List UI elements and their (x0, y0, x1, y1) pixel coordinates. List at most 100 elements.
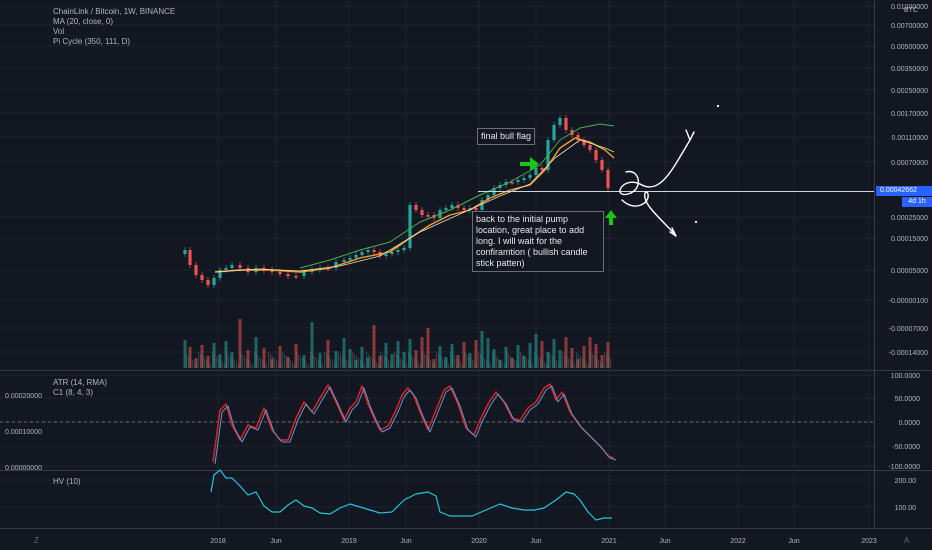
legend-hv[interactable]: HV (10) (53, 477, 81, 486)
volume-bar (464, 352, 466, 368)
volume-bar (256, 354, 258, 368)
candle-body (552, 125, 556, 140)
volume-bar (188, 356, 190, 368)
volume-bar (226, 352, 228, 368)
volume-bar (250, 362, 252, 368)
legend-vol[interactable]: Vol (53, 27, 65, 36)
volume-bars (183, 319, 612, 368)
volume-bar (544, 362, 546, 368)
atr-right-label: 100.0000 (891, 373, 920, 380)
candle-body (594, 150, 598, 160)
volume-bar (442, 358, 444, 368)
candle-body (426, 215, 430, 217)
volume-bar (312, 354, 314, 368)
annotation-note[interactable]: back to the initial pump location, great… (472, 211, 604, 272)
legend-ma[interactable]: MA (20, close, 0) (53, 17, 114, 26)
price-axis-label: 0.00015000 (891, 236, 928, 243)
volume-bar (342, 356, 344, 368)
volume-bar (534, 352, 536, 368)
price-axis-label: 0.00350000 (891, 66, 928, 73)
volume-bar (352, 352, 354, 368)
volume-bar (606, 354, 608, 368)
volume-bar (400, 358, 402, 368)
drawn-dot (694, 220, 698, 224)
candle-body (194, 265, 198, 275)
candle-body (183, 250, 187, 254)
volume-bar (600, 355, 604, 368)
candle-body (224, 268, 228, 270)
volume-bar (296, 352, 298, 368)
volume-bar (410, 354, 412, 368)
candle-body (450, 205, 454, 208)
volume-bar (414, 350, 418, 368)
legend-c1[interactable]: C1 (8, 4, 3) (53, 388, 94, 397)
volume-bar (528, 343, 532, 368)
volume-bar (522, 354, 524, 368)
green-arrow-up (605, 210, 617, 225)
volume-bar (478, 352, 480, 368)
legend-pi-cycle[interactable]: Pi Cycle (350, 111, D) (53, 37, 131, 46)
volume-bar (238, 364, 240, 368)
volume-bar (244, 356, 246, 368)
volume-bar (310, 322, 314, 368)
candle-body (528, 175, 532, 178)
volume-bar (224, 341, 228, 368)
volume-bar (496, 356, 498, 368)
price-axis-label: 0.00700000 (891, 23, 928, 30)
volume-bar (224, 364, 226, 368)
volume-bar (218, 354, 222, 368)
annotation-final-bull-flag[interactable]: final bull flag (477, 128, 536, 145)
volume-bar (270, 359, 274, 368)
volume-bar (474, 340, 478, 368)
volume-bar (588, 337, 592, 368)
volume-bar (360, 347, 364, 368)
volume-bar (254, 337, 258, 368)
volume-bar (278, 362, 280, 368)
candle-body (444, 208, 448, 210)
volume-bar (564, 337, 568, 368)
volume-bar (358, 358, 360, 368)
volume-bar (236, 362, 238, 368)
candle-body (510, 182, 514, 184)
volume-bar (528, 360, 530, 368)
candle-body (230, 265, 234, 268)
volume-bar (310, 352, 312, 368)
auto-scale-icon[interactable]: A (904, 536, 910, 545)
volume-bar (560, 364, 562, 368)
volume-bar (586, 362, 588, 368)
atr-right-label: 50.0000 (895, 396, 920, 403)
volume-bar (286, 357, 290, 368)
volume-bar (424, 354, 426, 368)
legend-symbol[interactable]: ChainLink / Bitcoin, 1W, BINANCE (53, 7, 176, 16)
candle-body (516, 180, 520, 182)
volume-bar (450, 352, 452, 368)
volume-bar (456, 355, 460, 368)
drawn-arrow-up (619, 129, 695, 196)
volume-bar (564, 354, 566, 368)
legend-atr[interactable]: ATR (14, RMA) (53, 378, 108, 387)
zoom-icon[interactable]: Z (34, 536, 39, 545)
volume-bar (448, 364, 450, 368)
time-axis-label: 2021 (601, 538, 617, 545)
volume-bar (460, 362, 462, 368)
volume-bar (466, 354, 468, 368)
volume-bar (282, 352, 284, 368)
volume-bar (292, 362, 294, 368)
volume-bar (348, 349, 352, 368)
price-axis-label: 0.00005000 (891, 268, 928, 275)
candle-body (606, 170, 610, 188)
volume-bar (318, 360, 320, 368)
candle-body (396, 250, 400, 252)
volume-bar (188, 347, 192, 368)
indicator-lines (210, 123, 617, 521)
volume-bar (334, 362, 336, 368)
legend-main: ChainLink / Bitcoin, 1W, BINANCE MA (20,… (53, 7, 175, 47)
volume-bar (510, 358, 514, 368)
volume-bar (264, 362, 266, 368)
volume-bar (290, 360, 292, 368)
volume-bar (220, 360, 222, 368)
volume-bar (598, 360, 600, 368)
volume-bar (488, 362, 490, 368)
